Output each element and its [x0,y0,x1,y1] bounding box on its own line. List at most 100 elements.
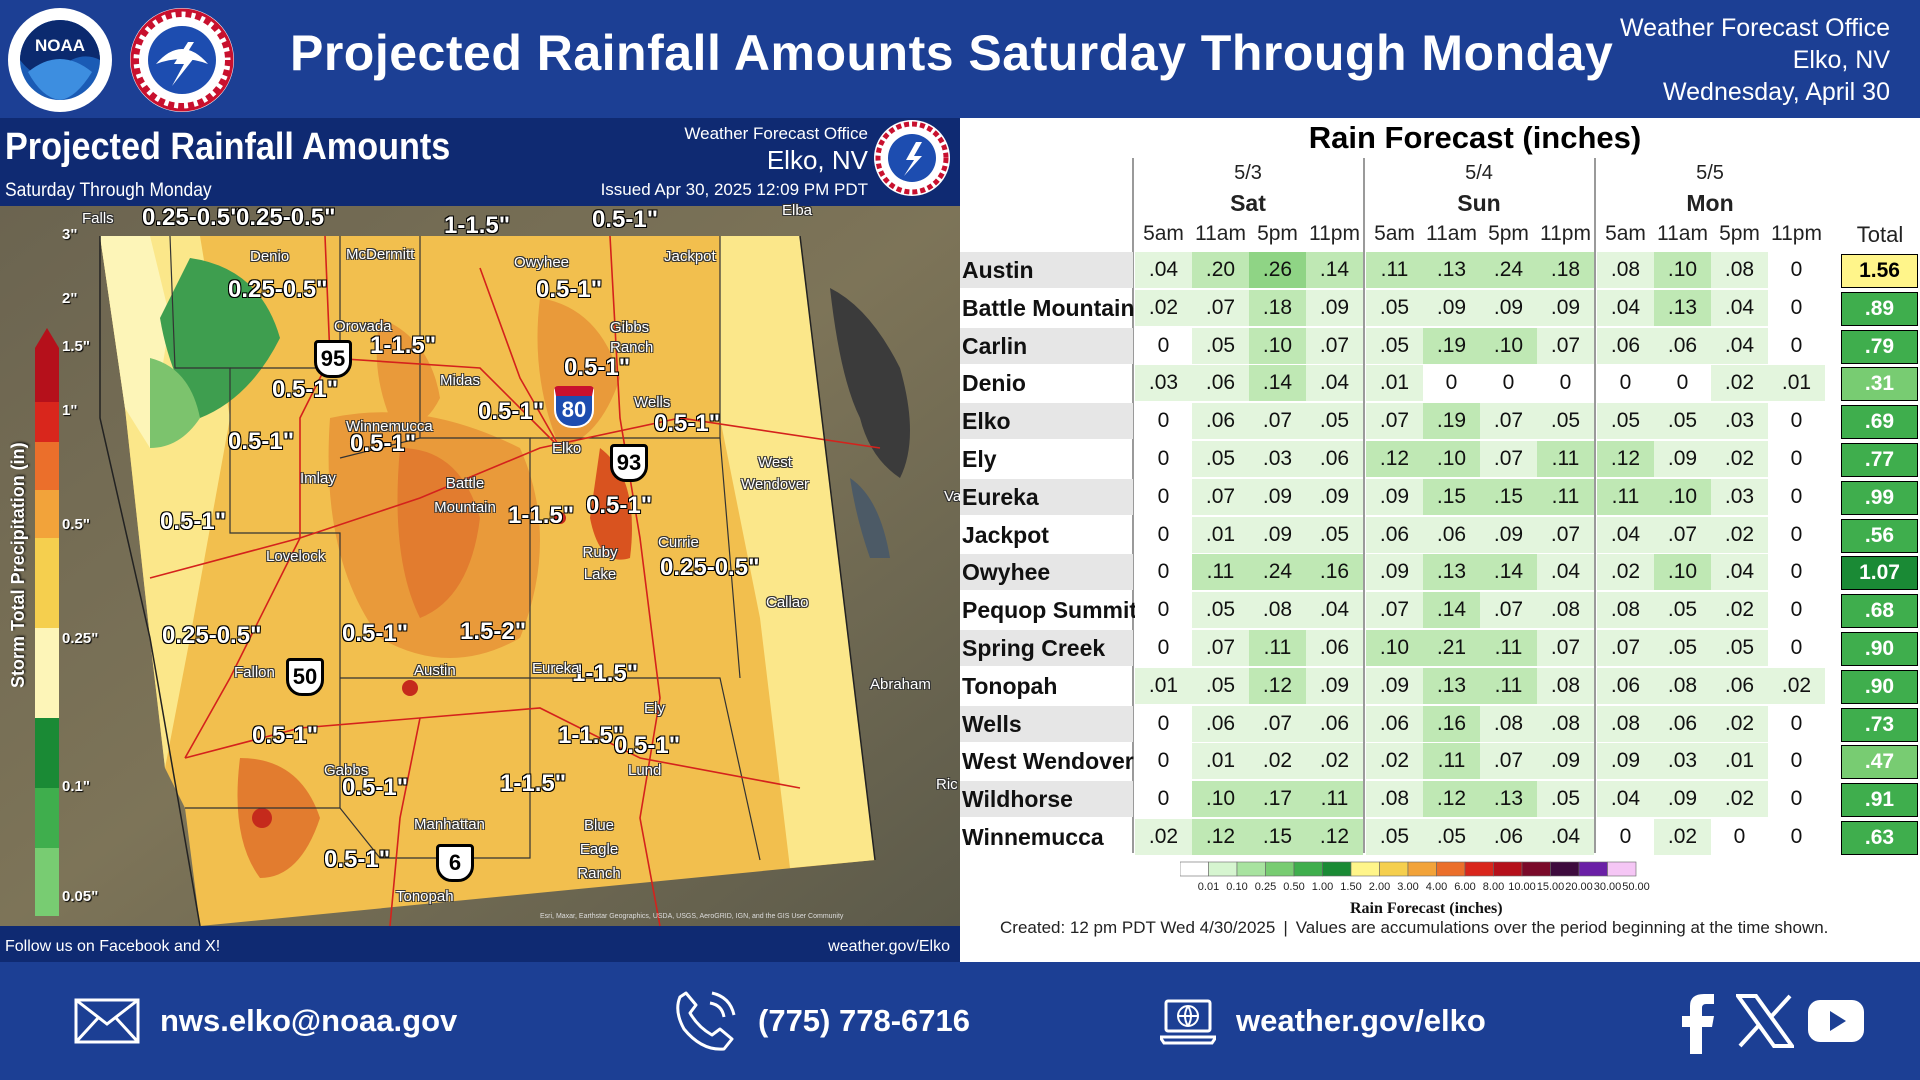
email-address[interactable]: nws.elko@noaa.gov [160,1003,458,1038]
x-icon[interactable] [1736,994,1794,1048]
forecast-cell: 0 [1768,516,1825,553]
facebook-icon[interactable] [1680,994,1716,1054]
forecast-cell: .09 [1306,667,1363,704]
forecast-cell: .04 [1597,516,1654,553]
table-title: Rain Forecast (inches) [1308,120,1642,155]
total-cell: .90 [1841,632,1918,666]
colorbar-tick: 3" [62,226,78,243]
phone-number[interactable]: (775) 778-6716 [758,1003,970,1038]
us-50-shield: 50 [286,658,324,696]
forecast-cell: .11 [1366,252,1423,288]
town-label: Tonopah [396,888,454,905]
legend-tick: 3.00 [1397,881,1418,893]
time-header: 5pm [1719,222,1760,245]
forecast-cell: .11 [1480,630,1537,666]
total-cell: .69 [1841,405,1918,440]
range-label: 0.5-1" [478,398,545,425]
location-name: Wells [960,705,1133,742]
location-name: Carlin [960,327,1133,364]
issue-date: Wednesday, April 30 [1663,78,1890,106]
forecast-cell: .05 [1366,819,1423,855]
forecast-cell: .05 [1192,592,1249,629]
forecast-cell: .05 [1366,289,1423,326]
forecast-cell: .15 [1480,478,1537,515]
forecast-cell: .02 [1711,441,1768,477]
total-cell: .77 [1841,443,1918,477]
location-name: Wildhorse [960,781,1133,818]
forecast-cell: 0 [1135,743,1192,780]
town-label: Fallon [234,664,275,681]
forecast-cell: .12 [1192,819,1249,855]
town-label: Manhattan [414,816,485,833]
forecast-cell: .12 [1249,667,1306,704]
day-divider [1363,158,1365,853]
town-label: Owyhee [514,254,570,271]
map-website[interactable]: weather.gov/Elko [828,938,950,955]
forecast-cell: .08 [1597,252,1654,288]
forecast-cell: .04 [1711,554,1768,591]
forecast-cell: .05 [1537,403,1594,440]
forecast-cell: .07 [1537,516,1594,553]
town-label: Currie [658,534,699,551]
legend-tick: 0.10 [1226,881,1247,893]
forecast-cell: .06 [1306,441,1363,477]
forecast-cell: .11 [1537,478,1594,515]
forecast-cell: .09 [1249,478,1306,515]
phone-contact[interactable]: (775) 778-6716 [672,962,970,1080]
total-cell: .99 [1841,480,1918,515]
town-label: McDermitt [346,246,415,263]
forecast-cell: .09 [1306,289,1363,326]
great-salt-lake [830,288,910,478]
forecast-cell: .07 [1192,478,1249,515]
range-label: 0.5-1" [342,620,409,647]
legend-swatch [1550,861,1580,877]
forecast-cell: .01 [1768,365,1825,402]
time-header: 11pm [1540,222,1591,245]
time-header: 5am [1605,222,1646,245]
forecast-cell: .05 [1537,781,1594,818]
forecast-cell: .08 [1480,705,1537,742]
forecast-cell: .12 [1306,819,1363,855]
legend-swatch [1236,861,1266,877]
forecast-cell: .08 [1597,592,1654,629]
town-label: Austin [414,662,456,679]
forecast-cell: 0 [1768,327,1825,364]
town-label: Lovelock [266,548,326,565]
location-name: Winnemucca [962,824,1104,850]
forecast-cell: .07 [1366,403,1423,440]
range-label: 0.25-0.5" [228,276,328,303]
table-row: Pequop Summit 0.05.08.04.07.14.07.08.08.0… [960,592,1920,630]
noaa-logo: NOAA [8,8,112,112]
forecast-cell: .03 [1711,478,1768,515]
website-contact[interactable]: weather.gov/elko [1160,962,1486,1080]
range-label: 0.5-1" [592,206,659,233]
forecast-cell: .02 [1711,592,1768,629]
forecast-cell: .14 [1480,554,1537,591]
forecast-cell: .07 [1192,289,1249,326]
range-label: 1-1.5" [558,722,625,749]
location-name: Spring Creek [960,630,1133,666]
forecast-cell: .21 [1423,630,1480,666]
location-name: Jackpot [962,521,1049,548]
forecast-cell: 0 [1423,365,1480,402]
us-95-shield: 95 [314,340,352,378]
town-label: Orovada [334,318,392,335]
forecast-cell: .07 [1537,630,1594,666]
forecast-cell: 0 [1768,289,1825,326]
forecast-cell: .08 [1654,667,1711,704]
location-name: Tonopah [962,672,1058,699]
website-url[interactable]: weather.gov/elko [1236,1003,1486,1038]
forecast-cell: .19 [1423,403,1480,440]
range-label: 0.5-1" [228,428,295,455]
forecast-cell: .05 [1192,667,1249,704]
forecast-cell: .05 [1423,819,1480,855]
forecast-cell: .03 [1135,365,1192,402]
colorbar [35,328,59,916]
forecast-cell: .07 [1366,592,1423,629]
range-label: 0.5-1" [350,430,417,457]
youtube-icon[interactable] [1808,1000,1864,1042]
legend-tick: 0.25 [1255,881,1276,893]
email-contact[interactable]: nws.elko@noaa.gov [74,962,457,1080]
town-label: Lund [628,762,662,779]
forecast-cell: .26 [1249,252,1306,288]
